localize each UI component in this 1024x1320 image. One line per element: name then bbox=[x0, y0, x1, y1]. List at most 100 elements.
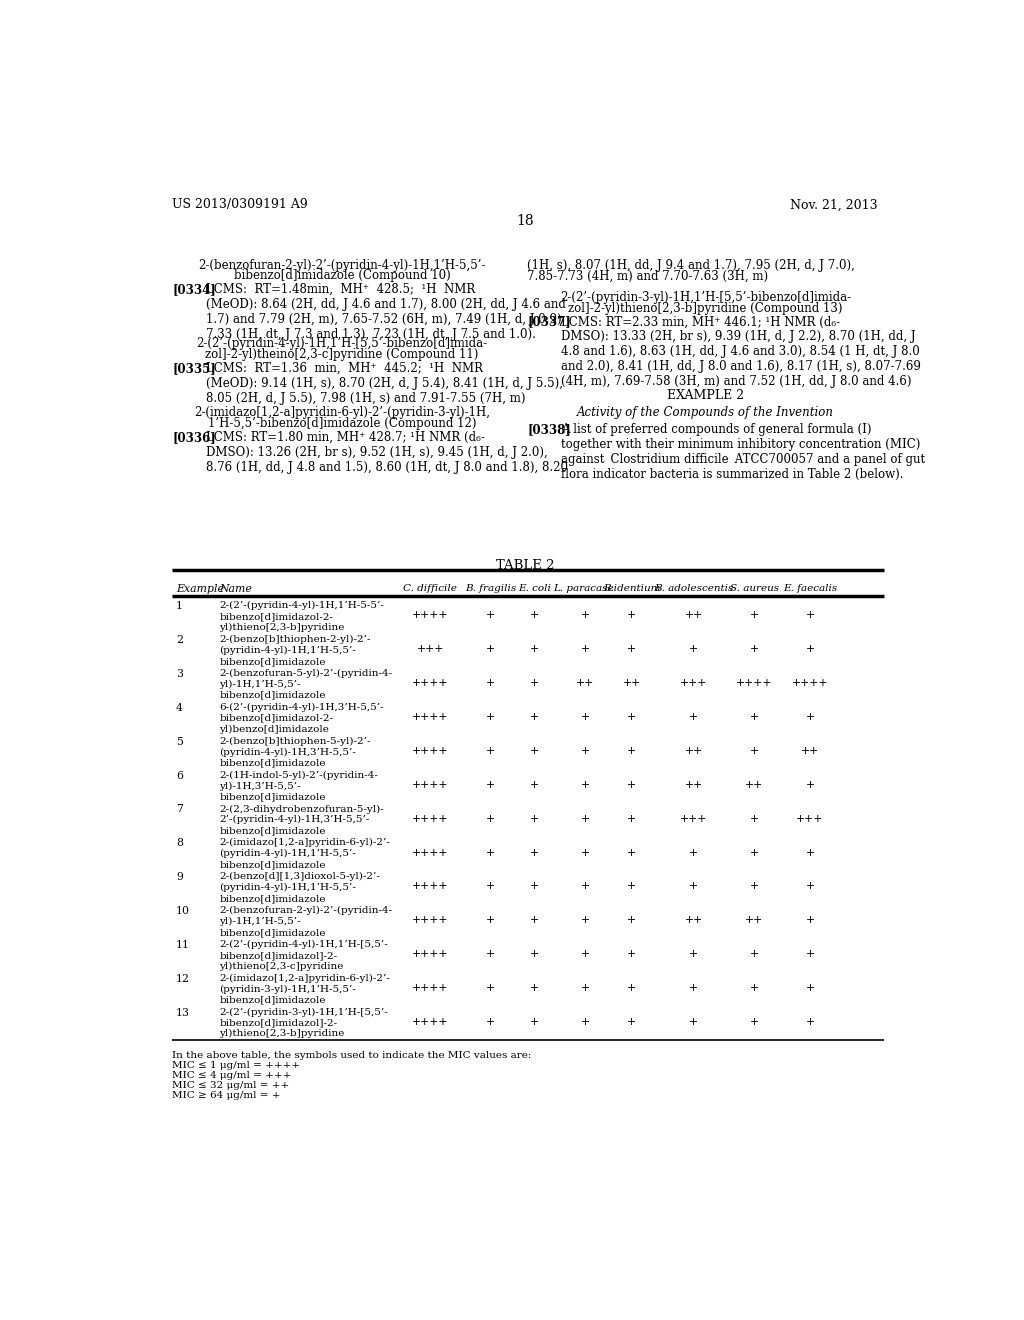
Text: ++++: ++++ bbox=[412, 882, 449, 891]
Text: ++++: ++++ bbox=[412, 813, 449, 824]
Text: +: + bbox=[581, 746, 590, 756]
Text: +: + bbox=[627, 813, 636, 824]
Text: ++: ++ bbox=[745, 780, 763, 789]
Text: +: + bbox=[627, 847, 636, 858]
Text: +: + bbox=[486, 915, 496, 925]
Text: ++++: ++++ bbox=[412, 678, 449, 688]
Text: +: + bbox=[750, 983, 759, 993]
Text: In the above table, the symbols used to indicate the MIC values are:: In the above table, the symbols used to … bbox=[172, 1051, 531, 1060]
Text: E. coli: E. coli bbox=[518, 585, 551, 593]
Text: +: + bbox=[530, 678, 540, 688]
Text: +: + bbox=[627, 780, 636, 789]
Text: +: + bbox=[750, 1016, 759, 1027]
Text: 2-(2’-(pyridin-4-yl)-1H,1’H-5-5’-
bibenzo[d]imidazol-2-
yl)thieno[2,3-b]pyridine: 2-(2’-(pyridin-4-yl)-1H,1’H-5-5’- bibenz… bbox=[219, 601, 384, 632]
Text: C. difficile: C. difficile bbox=[403, 585, 457, 593]
Text: [0337]: [0337] bbox=[527, 315, 570, 329]
Text: B. adolescentis: B. adolescentis bbox=[654, 585, 733, 593]
Text: +: + bbox=[581, 882, 590, 891]
Text: 8: 8 bbox=[176, 838, 183, 849]
Text: 2-(benzo[b]thiophen-5-yl)-2’-
(pyridin-4-yl)-1H,3’H-5,5’-
bibenzo[d]imidazole: 2-(benzo[b]thiophen-5-yl)-2’- (pyridin-4… bbox=[219, 737, 371, 767]
Text: +: + bbox=[486, 678, 496, 688]
Text: 2-(benzo[d][1,3]dioxol-5-yl)-2’-
(pyridin-4-yl)-1H,1’H-5,5’-
bibenzo[d]imidazole: 2-(benzo[d][1,3]dioxol-5-yl)-2’- (pyridi… bbox=[219, 873, 380, 903]
Text: +: + bbox=[627, 882, 636, 891]
Text: +: + bbox=[750, 949, 759, 960]
Text: +: + bbox=[750, 882, 759, 891]
Text: EXAMPLE 2: EXAMPLE 2 bbox=[667, 389, 744, 403]
Text: MIC ≤ 4 μg/ml = +++: MIC ≤ 4 μg/ml = +++ bbox=[172, 1071, 292, 1080]
Text: ++++: ++++ bbox=[412, 983, 449, 993]
Text: +: + bbox=[530, 610, 540, 620]
Text: ++++: ++++ bbox=[412, 847, 449, 858]
Text: bibenzo[d]imidazole (Compound 10): bibenzo[d]imidazole (Compound 10) bbox=[233, 269, 451, 282]
Text: +: + bbox=[627, 644, 636, 655]
Text: 2-(1H-indol-5-yl)-2’-(pyridin-4-
yl)-1H,3’H-5,5’-
bibenzo[d]imidazole: 2-(1H-indol-5-yl)-2’-(pyridin-4- yl)-1H,… bbox=[219, 771, 378, 801]
Text: 2-(2’-(pyridin-4-yl)-1H,1’H-[5,5’-
bibenzo[d]imidazol]-2-
yl)thieno[2,3-c]pyridi: 2-(2’-(pyridin-4-yl)-1H,1’H-[5,5’- biben… bbox=[219, 940, 388, 970]
Text: +: + bbox=[627, 983, 636, 993]
Text: ++: ++ bbox=[685, 915, 702, 925]
Text: +: + bbox=[486, 1016, 496, 1027]
Text: +: + bbox=[806, 610, 814, 620]
Text: E. faecalis: E. faecalis bbox=[783, 585, 838, 593]
Text: 2-(benzo[b]thiophen-2-yl)-2’-
(pyridin-4-yl)-1H,1’H-5,5’-
bibenzo[d]imidazole: 2-(benzo[b]thiophen-2-yl)-2’- (pyridin-4… bbox=[219, 635, 371, 665]
Text: [0334]: [0334] bbox=[172, 284, 216, 296]
Text: 2-(imidazo[1,2-a]pyridin-6-yl)-2’-(pyridin-3-yl)-1H,: 2-(imidazo[1,2-a]pyridin-6-yl)-2’-(pyrid… bbox=[194, 407, 489, 420]
Text: +: + bbox=[750, 746, 759, 756]
Text: +: + bbox=[486, 780, 496, 789]
Text: 2-(2’-(pyridin-3-yl)-1H,1’H-[5,5’-bibenzo[d]imida-: 2-(2’-(pyridin-3-yl)-1H,1’H-[5,5’-bibenz… bbox=[560, 290, 851, 304]
Text: ++: ++ bbox=[685, 610, 702, 620]
Text: 1’H-5,5’-bibenzo[d]imidazole (Compound 12): 1’H-5,5’-bibenzo[d]imidazole (Compound 1… bbox=[208, 417, 476, 430]
Text: +: + bbox=[486, 813, 496, 824]
Text: +: + bbox=[806, 882, 814, 891]
Text: ++++: ++++ bbox=[412, 711, 449, 722]
Text: +: + bbox=[627, 949, 636, 960]
Text: US 2013/0309191 A9: US 2013/0309191 A9 bbox=[172, 198, 308, 211]
Text: +: + bbox=[581, 780, 590, 789]
Text: B. fragilis: B. fragilis bbox=[465, 585, 516, 593]
Text: +: + bbox=[530, 711, 540, 722]
Text: +: + bbox=[486, 610, 496, 620]
Text: 7: 7 bbox=[176, 804, 183, 814]
Text: 2-(2’-(pyridin-4-yl)-1H,1’H-[5,5’-bibenzo[d]imida-: 2-(2’-(pyridin-4-yl)-1H,1’H-[5,5’-bibenz… bbox=[197, 337, 487, 350]
Text: Activity of the Compounds of the Invention: Activity of the Compounds of the Inventi… bbox=[577, 407, 834, 420]
Text: ++++: ++++ bbox=[736, 678, 772, 688]
Text: +: + bbox=[689, 847, 698, 858]
Text: +++: +++ bbox=[417, 644, 444, 655]
Text: LCMS:  RT=1.36  min,  MH⁺  445.2;  ¹H  NMR
(MeOD): 9.14 (1H, s), 8.70 (2H, d, J : LCMS: RT=1.36 min, MH⁺ 445.2; ¹H NMR (Me… bbox=[206, 362, 563, 405]
Text: +: + bbox=[627, 711, 636, 722]
Text: +: + bbox=[689, 644, 698, 655]
Text: TABLE 2: TABLE 2 bbox=[496, 558, 554, 572]
Text: +: + bbox=[689, 949, 698, 960]
Text: ++++: ++++ bbox=[412, 915, 449, 925]
Text: 7.85-7.73 (4H, m) and 7.70-7.63 (3H, m): 7.85-7.73 (4H, m) and 7.70-7.63 (3H, m) bbox=[527, 269, 768, 282]
Text: +: + bbox=[581, 915, 590, 925]
Text: +: + bbox=[627, 610, 636, 620]
Text: +: + bbox=[689, 711, 698, 722]
Text: L. paracasei: L. paracasei bbox=[553, 585, 617, 593]
Text: +: + bbox=[806, 1016, 814, 1027]
Text: +++: +++ bbox=[797, 813, 823, 824]
Text: (1H, s), 8.07 (1H, dd, J 9.4 and 1.7), 7.95 (2H, d, J 7.0),: (1H, s), 8.07 (1H, dd, J 9.4 and 1.7), 7… bbox=[527, 259, 855, 272]
Text: 13: 13 bbox=[176, 1007, 190, 1018]
Text: Name: Name bbox=[219, 585, 252, 594]
Text: ++: ++ bbox=[745, 915, 763, 925]
Text: +: + bbox=[530, 983, 540, 993]
Text: 2: 2 bbox=[176, 635, 183, 645]
Text: B. dentium: B. dentium bbox=[603, 585, 660, 593]
Text: +: + bbox=[530, 1016, 540, 1027]
Text: ++: ++ bbox=[685, 780, 702, 789]
Text: 6-(2’-(pyridin-4-yl)-1H,3’H-5,5’-
bibenzo[d]imidazol-2-
yl)benzo[d]imidazole: 6-(2’-(pyridin-4-yl)-1H,3’H-5,5’- bibenz… bbox=[219, 702, 384, 734]
Text: +: + bbox=[627, 915, 636, 925]
Text: +: + bbox=[486, 983, 496, 993]
Text: ++++: ++++ bbox=[412, 949, 449, 960]
Text: 4: 4 bbox=[176, 702, 183, 713]
Text: 2-(benzofuran-5-yl)-2’-(pyridin-4-
yl)-1H,1’H-5,5’-
bibenzo[d]imidazole: 2-(benzofuran-5-yl)-2’-(pyridin-4- yl)-1… bbox=[219, 669, 392, 700]
Text: Nov. 21, 2013: Nov. 21, 2013 bbox=[790, 198, 878, 211]
Text: ++++: ++++ bbox=[412, 1016, 449, 1027]
Text: ++++: ++++ bbox=[412, 780, 449, 789]
Text: 18: 18 bbox=[516, 214, 534, 228]
Text: +: + bbox=[689, 882, 698, 891]
Text: 6: 6 bbox=[176, 771, 183, 780]
Text: 11: 11 bbox=[176, 940, 190, 950]
Text: +: + bbox=[581, 983, 590, 993]
Text: +: + bbox=[689, 1016, 698, 1027]
